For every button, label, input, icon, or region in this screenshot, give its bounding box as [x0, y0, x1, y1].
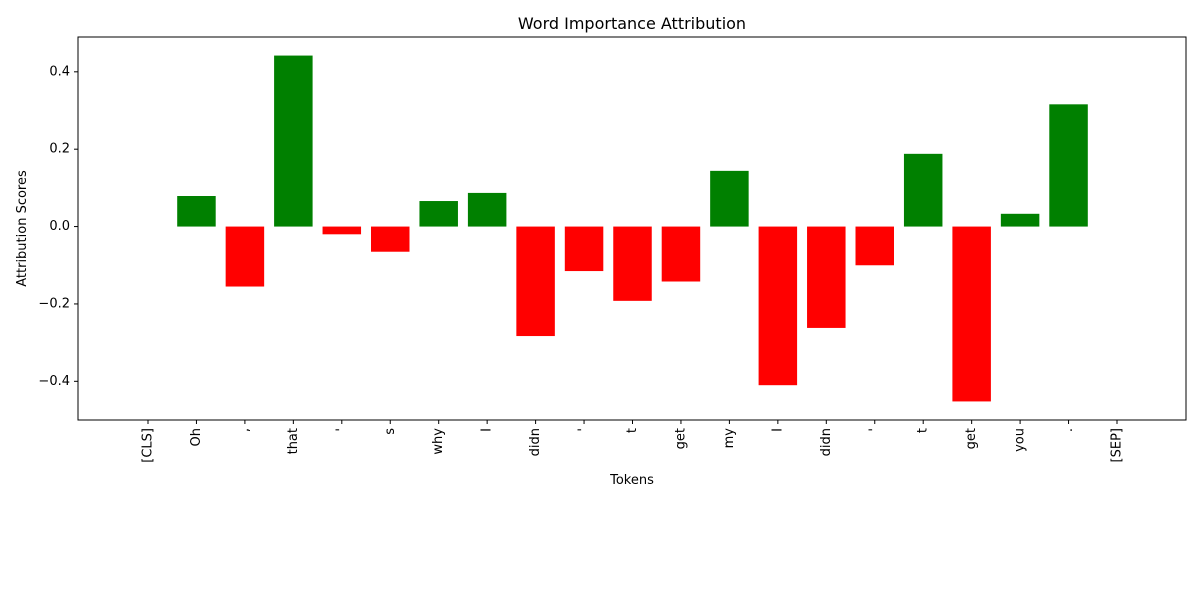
bar-17 — [952, 226, 991, 402]
bar-9 — [564, 226, 604, 272]
bar-18 — [1000, 213, 1040, 227]
bar-19 — [1049, 104, 1088, 227]
x-tick-label: t — [625, 428, 640, 433]
x-axis-label: Tokens — [609, 473, 654, 488]
bar-14 — [807, 226, 846, 328]
chart-title: Word Importance Attribution — [518, 14, 746, 33]
x-tick-label: that — [286, 428, 301, 454]
bar-10 — [613, 226, 652, 301]
x-tick-label: Oh — [189, 428, 204, 446]
x-tick-label: get — [673, 428, 688, 449]
bar-12 — [710, 170, 749, 227]
y-tick-label: 0.0 — [49, 219, 70, 234]
plot-frame — [77, 36, 1187, 421]
x-tick-label: didn — [528, 428, 543, 456]
x-tick-label: , — [237, 428, 252, 432]
y-tick-label: 0.2 — [49, 142, 70, 157]
x-tick-label: ' — [334, 428, 349, 432]
x-tick-label: why — [431, 428, 446, 455]
bars-group — [177, 55, 1088, 402]
x-tick-label: [SEP] — [1110, 428, 1125, 462]
x-tick-label: get — [964, 428, 979, 449]
x-tick-label: I — [770, 428, 785, 432]
bar-8 — [516, 226, 555, 337]
x-tick-label: s — [383, 428, 398, 435]
bar-11 — [661, 226, 701, 282]
bar-6 — [419, 201, 458, 227]
y-tick-label: −0.4 — [38, 374, 70, 389]
bar-13 — [758, 226, 798, 386]
bar-3 — [274, 55, 313, 227]
bar-4 — [322, 226, 362, 235]
x-tick-label: [CLS] — [141, 428, 156, 463]
x-tick-label: t — [916, 428, 931, 433]
bar-7 — [467, 192, 507, 227]
x-tick-label: I — [480, 428, 495, 432]
y-tick-label: 0.4 — [49, 64, 70, 79]
x-tick-label: you — [1013, 428, 1028, 452]
x-tick-label: ' — [577, 428, 592, 432]
x-tick-label: didn — [819, 428, 834, 456]
y-tick-label: −0.2 — [38, 296, 70, 311]
y-axis-label: Attribution Scores — [15, 170, 30, 287]
bar-5 — [371, 226, 410, 252]
bar-15 — [855, 226, 894, 266]
x-tick-label: . — [1061, 428, 1076, 432]
y-ticks-group: −0.4 −0.2 0.0 0.2 0.4 — [38, 64, 78, 389]
bar-1 — [177, 196, 216, 227]
x-tick-label: ' — [867, 428, 882, 432]
x-tick-label: my — [722, 428, 737, 449]
bar-16 — [903, 153, 943, 227]
bar-2 — [225, 226, 265, 287]
